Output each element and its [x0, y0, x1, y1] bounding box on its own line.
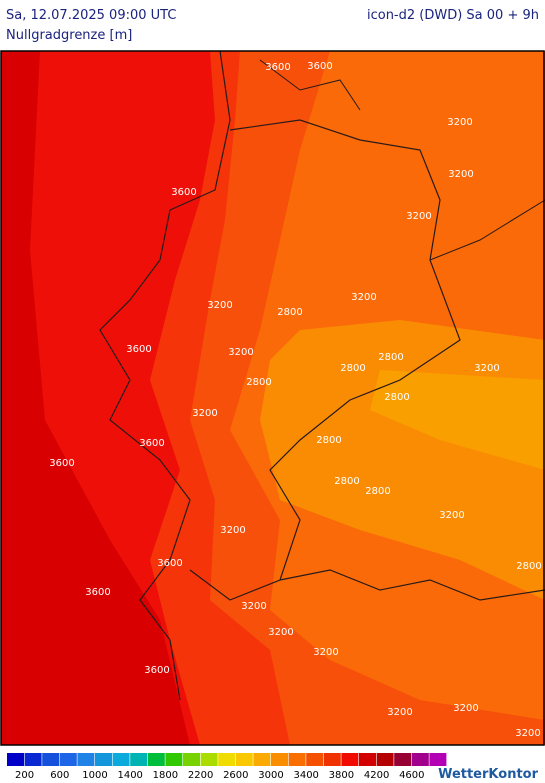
- legend-label: 1000: [82, 770, 107, 781]
- subtitle: Nullgradgrenze [m]: [6, 28, 132, 43]
- contour-label: 3600: [171, 187, 196, 198]
- contour-label: 3600: [139, 438, 164, 449]
- contour-label: 3200: [228, 347, 253, 358]
- contour-label: 3200: [448, 169, 473, 180]
- contour-label: 2800: [334, 476, 359, 487]
- contour-label: 3200: [439, 510, 464, 521]
- map-frame: [0, 50, 545, 746]
- legend-swatch: [376, 753, 394, 766]
- border-west: [99, 50, 231, 701]
- legend-swatch: [323, 753, 341, 766]
- legend-swatch: [24, 753, 42, 766]
- legend-label: 200: [15, 770, 34, 781]
- legend-swatch: [288, 753, 306, 766]
- legend-label: 600: [50, 770, 69, 781]
- contour-label: 2800: [365, 486, 390, 497]
- legend-label: 1800: [153, 770, 178, 781]
- legend-swatch: [394, 753, 412, 766]
- contour-label: 3200: [351, 292, 376, 303]
- contour-label: 3200: [313, 647, 338, 658]
- legend-swatch: [200, 753, 218, 766]
- brand: WetterKontor: [438, 767, 539, 782]
- contour-label: 3600: [157, 558, 182, 569]
- contour-label: 3200: [241, 601, 266, 612]
- contour-label: 3200: [447, 117, 472, 128]
- contour-label: 3200: [207, 300, 232, 311]
- legend-swatch: [411, 753, 429, 766]
- legend-swatch: [235, 753, 253, 766]
- legend-swatch: [112, 753, 130, 766]
- contour-label: 3600: [49, 458, 74, 469]
- legend-swatch: [130, 753, 148, 766]
- zone-yellow: [370, 370, 545, 470]
- coastline: [259, 59, 545, 261]
- contour-label: 3200: [406, 211, 431, 222]
- contour-label: 3200: [387, 707, 412, 718]
- legend-swatch: [341, 753, 359, 766]
- legend-swatch: [7, 753, 24, 766]
- contour-label: 3200: [515, 728, 540, 739]
- contour-label: 3200: [192, 408, 217, 419]
- contour-label: 3200: [453, 703, 478, 714]
- legend-label: 3000: [258, 770, 283, 781]
- legend-label: 1400: [117, 770, 142, 781]
- contour-label: 3600: [85, 587, 110, 598]
- border-germany: [189, 119, 461, 601]
- legend-label: 2200: [188, 770, 213, 781]
- zone-dark-red: [1, 51, 190, 745]
- legend-swatch: [429, 753, 447, 766]
- contour-label: 2800: [246, 377, 271, 388]
- contour-label: 3600: [144, 665, 169, 676]
- legend-swatch: [183, 753, 200, 766]
- legend-swatch: [359, 753, 376, 766]
- contour-label: 2800: [277, 307, 302, 318]
- contour-label: 3600: [265, 62, 290, 73]
- contour-label: 3600: [307, 61, 332, 72]
- contour-labels: 3600 3600 3200 3200 3600 3200 3200 3200 2800 3600…: [49, 61, 541, 739]
- legend-swatch: [42, 753, 60, 766]
- legend-label: 4600: [399, 770, 424, 781]
- contour-label: 2800: [378, 352, 403, 363]
- contour-label: 2800: [384, 392, 409, 403]
- legend-swatch: [59, 753, 77, 766]
- legend-label: 3400: [293, 770, 318, 781]
- contour-label: 3200: [268, 627, 293, 638]
- contour-label: 2800: [316, 435, 341, 446]
- contour-label: 2800: [340, 363, 365, 374]
- contour-label: 2800: [516, 561, 541, 572]
- legend-swatch: [306, 753, 324, 766]
- legend-swatch: [218, 753, 236, 766]
- legend: 200 600 1000 1400 1800 2200 2600 3000 3400 3800 42…: [7, 753, 447, 781]
- legend-label: 3800: [329, 770, 354, 781]
- map: [0, 50, 545, 746]
- legend-swatch: [95, 753, 112, 766]
- contour-label: 3200: [474, 363, 499, 374]
- contour-label: 3600: [126, 344, 151, 355]
- legend-swatch: [147, 753, 165, 766]
- header-left: Sa, 12.07.2025 09:00 UTC: [6, 8, 176, 23]
- border-alps: [279, 569, 545, 601]
- legend-swatch: [271, 753, 288, 766]
- legend-swatch: [165, 753, 183, 766]
- legend-swatch: [253, 753, 271, 766]
- contour-label: 3200: [220, 525, 245, 536]
- legend-swatch: [77, 753, 95, 766]
- legend-label: 4200: [364, 770, 389, 781]
- header-right: icon-d2 (DWD) Sa 00 + 9h: [367, 8, 539, 23]
- legend-label: 2600: [223, 770, 248, 781]
